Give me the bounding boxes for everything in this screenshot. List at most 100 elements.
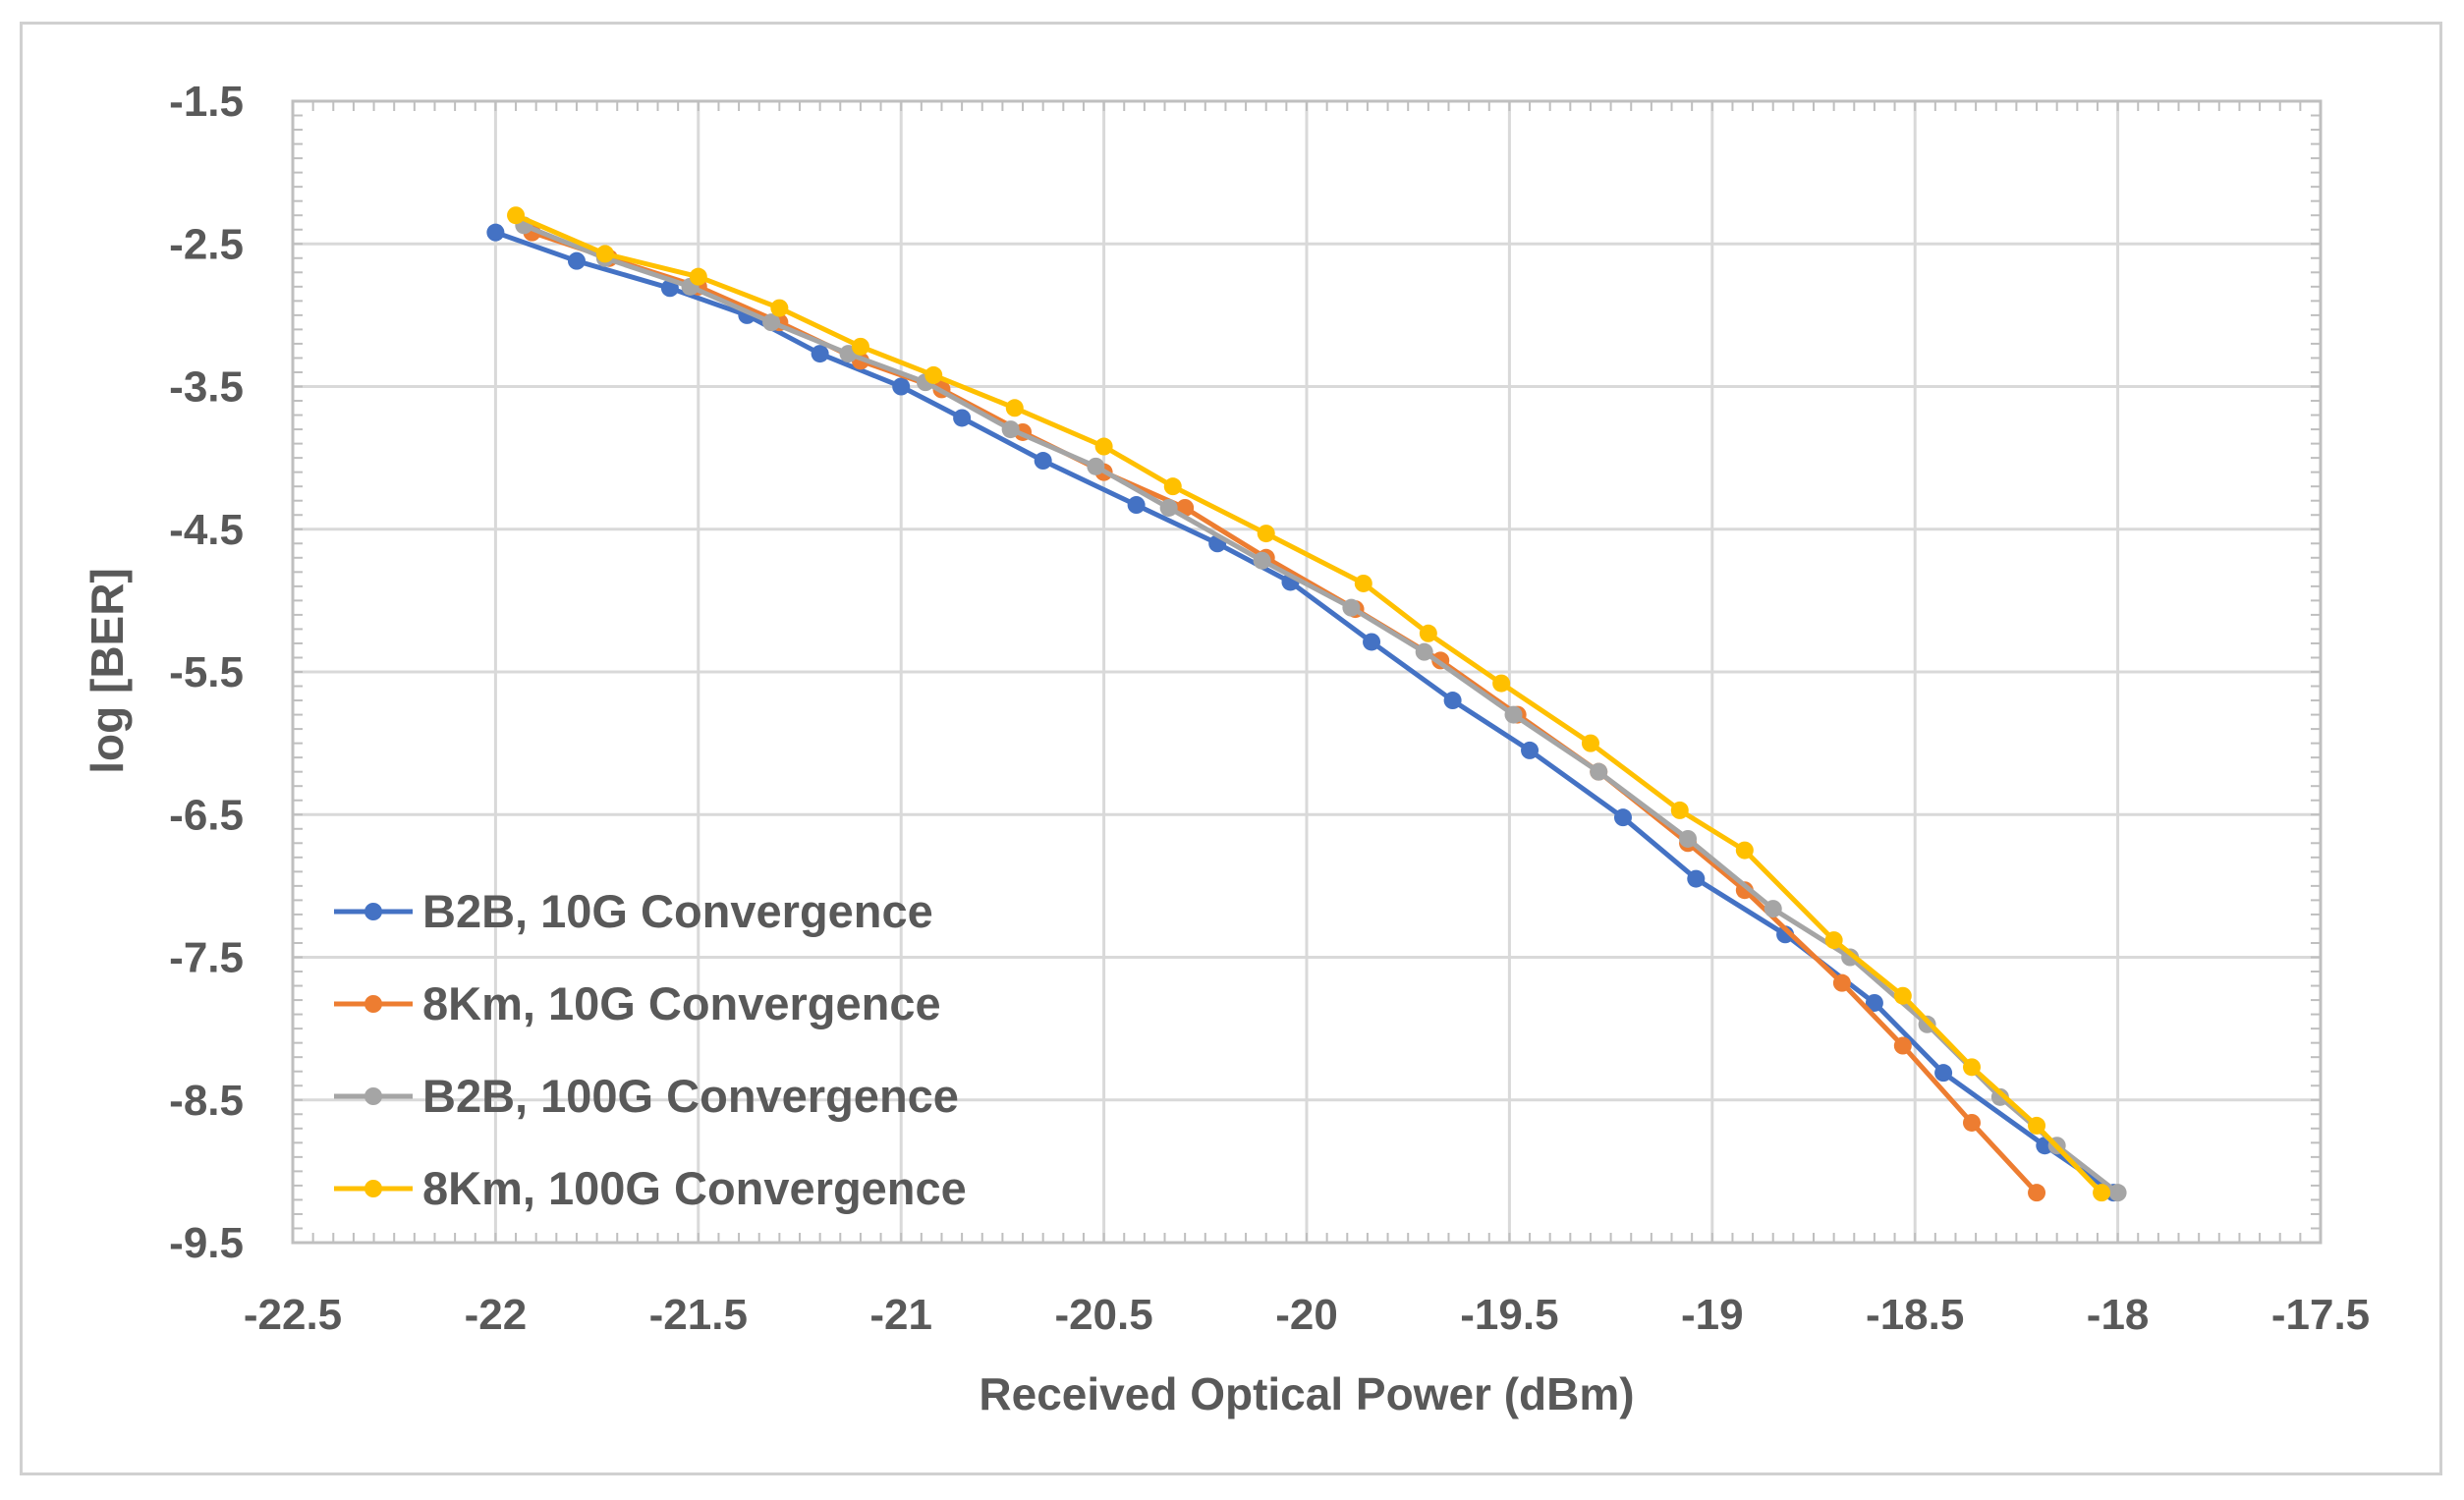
data-point <box>1865 993 1883 1012</box>
data-point <box>1127 496 1146 515</box>
series-layer <box>486 206 2127 1202</box>
data-point <box>1581 734 1599 752</box>
y-tick-label: -9.5 <box>169 1219 244 1267</box>
series-line <box>523 223 2120 1195</box>
legend-label: 8Km, 10G Convergence <box>422 977 941 1029</box>
series-3 <box>515 216 2127 1202</box>
x-axis-title: Received Optical Power (dBm) <box>979 1368 1634 1419</box>
data-point <box>595 245 614 263</box>
data-point <box>1832 973 1851 992</box>
data-point <box>892 377 911 396</box>
data-point <box>1893 1036 1912 1055</box>
y-tick-label: -7.5 <box>169 934 244 982</box>
y-tick-label: -1.5 <box>169 78 244 126</box>
tick-labels: -22.5 -22 -21.5 -21 -20.5 -20 -19.5 -19 -18.5 -18… <box>169 78 2370 1339</box>
legend: B2B, 10G Convergence 8Km, 10G Convergence… <box>334 885 967 1214</box>
data-point <box>1590 762 1608 781</box>
y-tick-label: -8.5 <box>169 1077 244 1125</box>
legend-item: B2B, 100G Convergence <box>334 1070 959 1122</box>
data-point <box>1962 1113 1981 1132</box>
chart-frame <box>20 22 2442 1475</box>
x-tick-label: -21.5 <box>649 1291 748 1339</box>
legend-item: B2B, 10G Convergence <box>334 885 933 937</box>
x-tick-label: -18 <box>2087 1291 2150 1339</box>
data-point <box>1990 1087 2009 1106</box>
x-tick-label: -17.5 <box>2271 1291 2370 1339</box>
data-point <box>851 337 869 356</box>
legend-swatch-marker <box>364 903 382 920</box>
series-line <box>515 212 2103 1194</box>
data-point <box>486 223 505 242</box>
data-point <box>1354 574 1372 592</box>
data-point <box>1670 801 1689 819</box>
data-point <box>1679 829 1698 848</box>
legend-item: 8Km, 100G Convergence <box>334 1162 967 1214</box>
y-tick-label: -5.5 <box>169 648 244 696</box>
x-tick-label: -22.5 <box>244 1291 342 1339</box>
series-4 <box>507 206 2111 1202</box>
data-point <box>1764 900 1782 918</box>
data-point <box>1415 642 1433 661</box>
data-point <box>2028 1184 2046 1202</box>
data-point <box>762 313 781 332</box>
y-tick-label: -2.5 <box>169 220 244 268</box>
data-point <box>770 299 789 317</box>
data-point <box>1492 674 1511 693</box>
data-point <box>924 365 943 384</box>
series-line <box>531 230 2039 1194</box>
data-point <box>2108 1184 2127 1202</box>
data-point <box>1257 525 1275 543</box>
data-point <box>1001 420 1020 439</box>
data-point <box>1735 881 1754 900</box>
data-point <box>1934 1064 1953 1083</box>
series-1 <box>486 223 2123 1202</box>
legend-swatch-marker <box>364 1180 382 1197</box>
x-tick-label: -19 <box>1681 1291 1744 1339</box>
legend-swatch-marker <box>364 995 382 1013</box>
x-tick-label: -18.5 <box>1866 1291 1964 1339</box>
data-point <box>2093 1184 2111 1202</box>
data-point <box>1893 986 1912 1005</box>
data-point <box>1034 452 1052 471</box>
data-point <box>1735 841 1754 860</box>
data-point <box>1687 869 1706 888</box>
data-point <box>1824 931 1843 950</box>
y-tick-label: -4.5 <box>169 506 244 554</box>
data-point <box>507 206 526 225</box>
x-tick-label: -22 <box>465 1291 528 1339</box>
data-point <box>567 251 586 270</box>
data-point <box>1962 1058 1981 1077</box>
y-axis-title: log [BER] <box>82 568 133 774</box>
x-tick-label: -20 <box>1275 1291 1338 1339</box>
x-tick-label: -19.5 <box>1460 1291 1558 1339</box>
data-point <box>1005 399 1024 417</box>
data-point <box>1613 808 1632 827</box>
legend-label: B2B, 100G Convergence <box>422 1070 959 1122</box>
data-point <box>953 409 972 427</box>
data-point <box>1159 498 1178 517</box>
data-point <box>1253 551 1271 570</box>
series-2 <box>523 223 2046 1202</box>
y-tick-label: -6.5 <box>169 791 244 839</box>
data-point <box>1504 705 1523 724</box>
data-point <box>1087 457 1105 475</box>
x-tick-label: -21 <box>869 1291 932 1339</box>
data-point <box>1094 437 1113 456</box>
data-point <box>2028 1116 2046 1135</box>
legend-label: 8Km, 100G Convergence <box>422 1162 967 1214</box>
data-point <box>1419 624 1437 642</box>
data-point <box>811 345 829 363</box>
y-tick-label: -3.5 <box>169 363 244 412</box>
legend-label: B2B, 10G Convergence <box>422 885 933 937</box>
data-point <box>1443 692 1462 710</box>
legend-item: 8Km, 10G Convergence <box>334 977 941 1029</box>
data-point <box>1363 633 1381 651</box>
data-point <box>1521 741 1540 759</box>
axes <box>291 99 2323 1245</box>
data-point <box>689 267 707 286</box>
series-line <box>494 230 2115 1195</box>
plot-border <box>291 99 2323 1245</box>
data-point <box>1163 477 1182 496</box>
legend-swatch-marker <box>364 1087 382 1105</box>
